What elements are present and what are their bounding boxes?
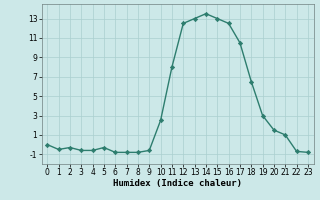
X-axis label: Humidex (Indice chaleur): Humidex (Indice chaleur) — [113, 179, 242, 188]
